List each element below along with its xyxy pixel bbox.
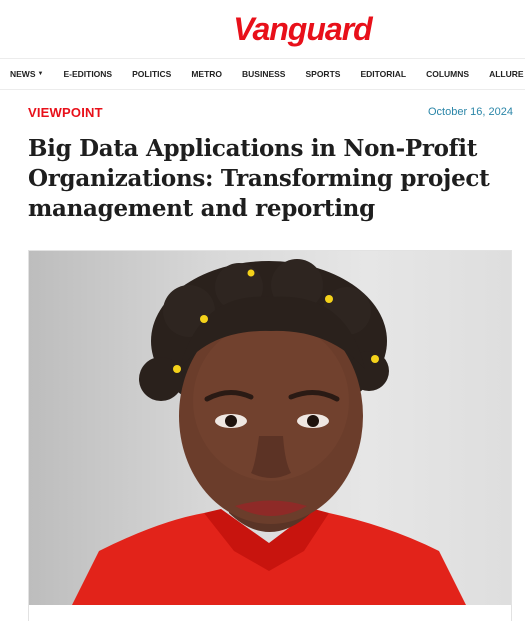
masthead: Vanguard	[0, 0, 525, 58]
portrait-illustration	[70, 259, 468, 609]
main-nav: NEWS ▼ E-EDITIONS POLITICS METRO BUSINES…	[0, 58, 525, 90]
nav-item-columns[interactable]: COLUMNS	[426, 69, 470, 79]
category-link[interactable]: VIEWPOINT	[28, 104, 103, 120]
caret-down-icon: ▼	[37, 71, 44, 77]
nav-item-business[interactable]: BUSINESS	[242, 69, 286, 79]
publish-date: October 16, 2024	[427, 106, 513, 118]
nav-item-politics[interactable]: POLITICS	[132, 69, 172, 79]
nav-item-label: NEWS	[10, 69, 36, 79]
article-meta: VIEWPOINT October 16, 2024	[0, 102, 525, 122]
nav-item-sports[interactable]: SPORTS	[305, 69, 341, 79]
nav-item-e-editions[interactable]: E-EDITIONS	[63, 69, 113, 79]
image-caption-area	[28, 605, 512, 621]
site-logo[interactable]: Vanguard	[233, 10, 372, 47]
nav-item-news[interactable]: NEWS ▼	[10, 69, 43, 79]
nav-item-allure[interactable]: ALLURE	[489, 69, 524, 79]
article-headline: Big Data Applications in Non-Profit Orga…	[28, 135, 490, 222]
nav-item-metro[interactable]: METRO	[191, 69, 223, 79]
nav-item-editorial[interactable]: EDITORIAL	[360, 69, 407, 79]
article-featured-image	[28, 250, 512, 610]
